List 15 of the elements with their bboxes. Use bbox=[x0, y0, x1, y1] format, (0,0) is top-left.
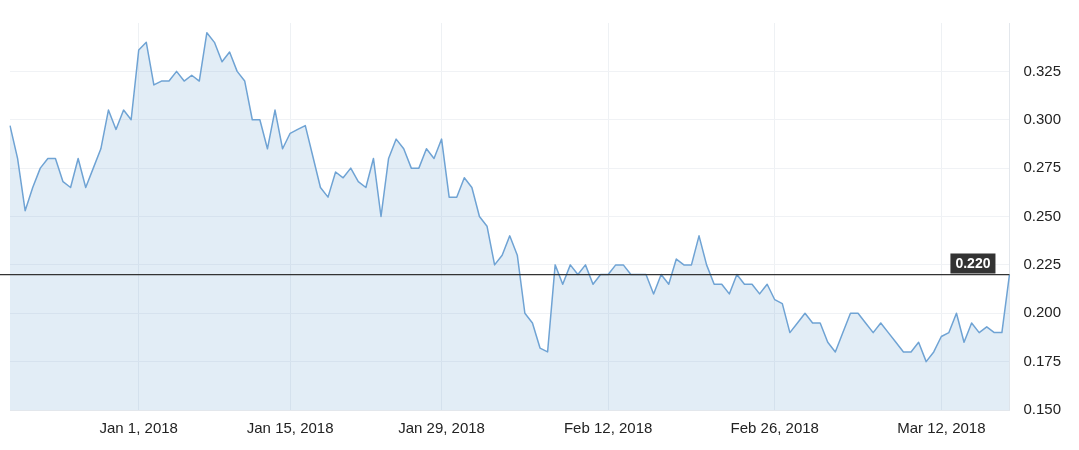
y-tick-label: 0.300 bbox=[1023, 109, 1062, 127]
y-tick-label: 0.175 bbox=[1023, 351, 1062, 369]
y-tick-label: 0.225 bbox=[1023, 255, 1062, 273]
y-tick-label: 0.325 bbox=[1023, 61, 1062, 79]
x-tick-label: Mar 12, 2018 bbox=[897, 419, 986, 437]
x-tick-label: Feb 26, 2018 bbox=[730, 419, 819, 437]
x-tick-label: Jan 15, 2018 bbox=[246, 419, 334, 437]
y-tick-label: 0.275 bbox=[1023, 158, 1062, 176]
x-tick-label: Jan 1, 2018 bbox=[99, 419, 178, 437]
y-tick-label: 0.250 bbox=[1023, 206, 1062, 224]
x-tick-label: Feb 12, 2018 bbox=[563, 419, 653, 437]
y-tick-label: 0.150 bbox=[1023, 400, 1062, 418]
x-tick-label: Jan 29, 2018 bbox=[398, 419, 485, 437]
y-tick-label: 0.200 bbox=[1023, 303, 1062, 321]
ref-line-label: 0.220 bbox=[955, 255, 991, 272]
